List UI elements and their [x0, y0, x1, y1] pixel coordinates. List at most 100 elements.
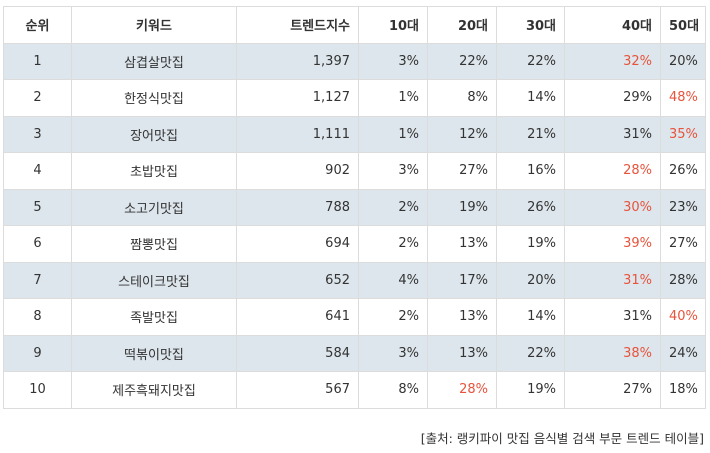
table-row: 5 소고기맛집 788 2% 19% 26% 30% 23%: [3, 188, 706, 226]
trend-table: 순위 키워드 트렌드지수 10대 20대 30대 40대 50대 1 삼겹살맛집 1…: [3, 6, 706, 409]
cell-age-40s: 38%: [564, 334, 661, 372]
cell-rank: 3: [3, 115, 72, 153]
cell-age-50s: 40%: [660, 298, 706, 336]
cell-keyword: 한정식맛집: [71, 79, 237, 117]
table-row: 8 족발맛집 641 2% 13% 14% 31% 40%: [3, 298, 706, 336]
table-row: 10 제주흑돼지맛집 567 8% 28% 19% 27% 18%: [3, 371, 706, 409]
cell-age-20s: 19%: [427, 188, 497, 226]
cell-trend-index: 641: [236, 298, 359, 336]
cell-trend-index: 694: [236, 225, 359, 263]
cell-trend-index: 1,397: [236, 42, 359, 80]
cell-age-50s: 23%: [660, 188, 706, 226]
cell-keyword: 장어맛집: [71, 115, 237, 153]
cell-trend-index: 652: [236, 261, 359, 299]
cell-age-40s: 39%: [564, 225, 661, 263]
cell-age-50s: 26%: [660, 152, 706, 190]
header-row: 순위 키워드 트렌드지수 10대 20대 30대 40대 50대: [3, 6, 706, 44]
source-caption: [출처: 랭키파이 맛집 음식별 검색 부문 트렌드 테이블]: [420, 431, 704, 446]
cell-rank: 7: [3, 261, 72, 299]
cell-trend-index: 902: [236, 152, 359, 190]
table-row: 1 삼겹살맛집 1,397 3% 22% 22% 32% 20%: [3, 42, 706, 80]
cell-age-40s: 30%: [564, 188, 661, 226]
cell-age-30s: 21%: [496, 115, 565, 153]
table-row: 3 장어맛집 1,111 1% 12% 21% 31% 35%: [3, 115, 706, 153]
cell-rank: 6: [3, 225, 72, 263]
header-keyword: 키워드: [71, 6, 237, 44]
cell-keyword: 스테이크맛집: [71, 261, 237, 299]
cell-age-30s: 26%: [496, 188, 565, 226]
cell-age-20s: 13%: [427, 225, 497, 263]
cell-age-20s: 13%: [427, 334, 497, 372]
cell-rank: 8: [3, 298, 72, 336]
cell-age-10s: 3%: [358, 42, 428, 80]
header-age-30s: 30대: [496, 6, 565, 44]
cell-age-50s: 27%: [660, 225, 706, 263]
cell-age-50s: 35%: [660, 115, 706, 153]
cell-age-10s: 3%: [358, 334, 428, 372]
cell-age-40s: 28%: [564, 152, 661, 190]
cell-age-30s: 14%: [496, 79, 565, 117]
cell-age-20s: 27%: [427, 152, 497, 190]
cell-age-20s: 17%: [427, 261, 497, 299]
header-age-50s: 50대: [660, 6, 706, 44]
cell-rank: 2: [3, 79, 72, 117]
cell-keyword: 소고기맛집: [71, 188, 237, 226]
cell-rank: 10: [3, 371, 72, 409]
cell-age-20s: 22%: [427, 42, 497, 80]
cell-age-40s: 31%: [564, 115, 661, 153]
cell-rank: 4: [3, 152, 72, 190]
table-row: 6 짬뽕맛집 694 2% 13% 19% 39% 27%: [3, 225, 706, 263]
cell-age-30s: 16%: [496, 152, 565, 190]
cell-age-10s: 2%: [358, 188, 428, 226]
cell-keyword: 짬뽕맛집: [71, 225, 237, 263]
cell-age-30s: 20%: [496, 261, 565, 299]
table-body: 1 삼겹살맛집 1,397 3% 22% 22% 32% 20% 2 한정식맛집 1,127 1% 8%…: [3, 42, 706, 409]
cell-age-50s: 20%: [660, 42, 706, 80]
header-rank: 순위: [3, 6, 72, 44]
cell-trend-index: 584: [236, 334, 359, 372]
header-age-20s: 20대: [427, 6, 497, 44]
cell-rank: 1: [3, 42, 72, 80]
cell-age-40s: 27%: [564, 371, 661, 409]
cell-rank: 5: [3, 188, 72, 226]
cell-trend-index: 567: [236, 371, 359, 409]
cell-keyword: 족발맛집: [71, 298, 237, 336]
cell-age-10s: 3%: [358, 152, 428, 190]
cell-age-10s: 2%: [358, 225, 428, 263]
cell-age-30s: 19%: [496, 225, 565, 263]
cell-age-30s: 19%: [496, 371, 565, 409]
cell-age-30s: 14%: [496, 298, 565, 336]
header-age-10s: 10대: [358, 6, 428, 44]
cell-rank: 9: [3, 334, 72, 372]
cell-age-10s: 1%: [358, 79, 428, 117]
cell-age-20s: 13%: [427, 298, 497, 336]
cell-age-30s: 22%: [496, 42, 565, 80]
cell-age-40s: 31%: [564, 261, 661, 299]
cell-age-10s: 1%: [358, 115, 428, 153]
cell-age-30s: 22%: [496, 334, 565, 372]
cell-age-20s: 12%: [427, 115, 497, 153]
cell-age-10s: 4%: [358, 261, 428, 299]
cell-age-50s: 48%: [660, 79, 706, 117]
cell-age-50s: 18%: [660, 371, 706, 409]
cell-keyword: 제주흑돼지맛집: [71, 371, 237, 409]
cell-keyword: 초밥맛집: [71, 152, 237, 190]
table-row: 7 스테이크맛집 652 4% 17% 20% 31% 28%: [3, 261, 706, 299]
header-age-40s: 40대: [564, 6, 661, 44]
cell-keyword: 삼겹살맛집: [71, 42, 237, 80]
cell-keyword: 떡볶이맛집: [71, 334, 237, 372]
cell-age-40s: 31%: [564, 298, 661, 336]
cell-age-40s: 29%: [564, 79, 661, 117]
table-row: 2 한정식맛집 1,127 1% 8% 14% 29% 48%: [3, 79, 706, 117]
cell-trend-index: 1,111: [236, 115, 359, 153]
table-header: 순위 키워드 트렌드지수 10대 20대 30대 40대 50대: [3, 6, 706, 44]
table-row: 9 떡볶이맛집 584 3% 13% 22% 38% 24%: [3, 334, 706, 372]
cell-age-50s: 24%: [660, 334, 706, 372]
cell-trend-index: 1,127: [236, 79, 359, 117]
cell-age-40s: 32%: [564, 42, 661, 80]
cell-age-10s: 8%: [358, 371, 428, 409]
header-trend-index: 트렌드지수: [236, 6, 359, 44]
cell-age-20s: 8%: [427, 79, 497, 117]
table-row: 4 초밥맛집 902 3% 27% 16% 28% 26%: [3, 152, 706, 190]
